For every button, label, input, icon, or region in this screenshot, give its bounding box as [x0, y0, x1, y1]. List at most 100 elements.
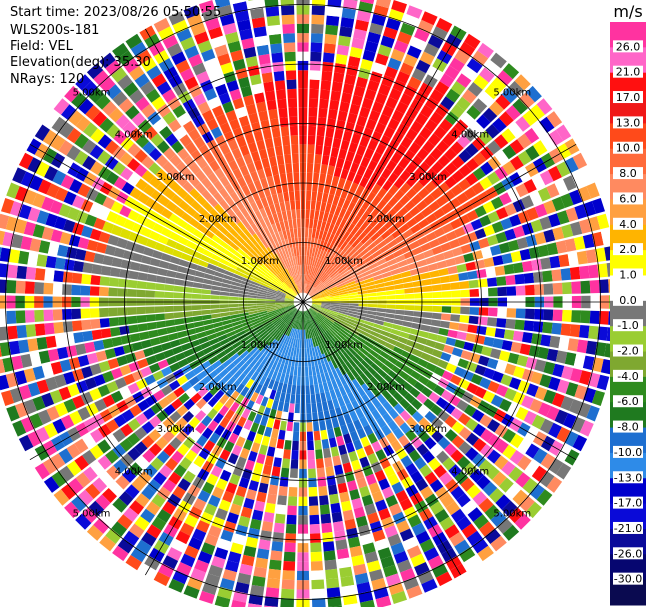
range-gate: [347, 112, 358, 124]
range-gate: [470, 218, 483, 231]
range-gate: [539, 170, 554, 186]
range-gate: [534, 203, 548, 218]
range-gate: [319, 98, 329, 109]
range-gate: [343, 257, 353, 266]
range-gate: [523, 320, 535, 332]
range-gate: [355, 76, 368, 89]
range-gate: [546, 406, 560, 421]
range-gate: [316, 220, 323, 230]
range-gate: [304, 255, 307, 265]
range-gate: [330, 304, 340, 307]
range-gate: [468, 315, 479, 325]
range-gate: [539, 418, 554, 434]
range-gate: [499, 192, 512, 206]
range-gate: [522, 110, 538, 126]
range-gate: [496, 276, 507, 286]
range-gate: [472, 167, 486, 181]
range-gate: [328, 287, 338, 293]
range-gate: [436, 260, 448, 269]
range-gate: [349, 182, 359, 193]
range-gate: [332, 273, 342, 281]
range-gate: [367, 296, 378, 300]
range-gate: [402, 381, 413, 392]
range-gate: [305, 209, 310, 219]
range-gate: [482, 107, 498, 123]
range-gate: [311, 247, 316, 257]
range-gate: [508, 80, 525, 97]
range-gate: [399, 194, 411, 206]
range-gate: [501, 340, 513, 351]
range-gate: [386, 208, 397, 219]
range-gate: [304, 274, 307, 284]
range-gate: [395, 254, 406, 263]
range-gate: [585, 340, 598, 355]
range-gate: [441, 202, 453, 215]
range-gate: [560, 193, 574, 208]
range-gate: [482, 201, 496, 214]
range-gate: [351, 215, 361, 226]
range-gate: [496, 318, 507, 328]
range-gate: [427, 263, 439, 272]
range-gate: [539, 116, 555, 133]
range-gate: [345, 317, 356, 324]
range-gate: [410, 120, 424, 134]
range-gate: [369, 349, 380, 359]
range-gate: [596, 374, 610, 391]
range-gate: [472, 98, 488, 113]
range-gate: [367, 160, 378, 172]
range-gate: [469, 240, 481, 252]
range-gate: [352, 271, 362, 278]
range-gate: [348, 308, 359, 312]
range-gate: [438, 168, 451, 181]
range-gate: [561, 224, 574, 239]
range-gate: [450, 104, 465, 118]
range-gate: [473, 74, 489, 90]
range-gate: [421, 386, 433, 398]
range-gate: [427, 133, 441, 147]
range-gate: [456, 192, 469, 205]
range-gate: [315, 229, 320, 239]
range-gate: [311, 276, 317, 286]
range-gate: [423, 345, 434, 355]
range-gate: [330, 270, 339, 278]
range-gate: [421, 278, 432, 286]
range-gate: [360, 266, 370, 274]
range-gate: [420, 352, 432, 362]
range-gate: [400, 270, 412, 278]
range-gate: [464, 404, 477, 417]
range-gate: [543, 361, 556, 375]
range-gate: [409, 240, 420, 250]
range-gate: [523, 410, 537, 425]
range-gate: [495, 231, 508, 244]
range-gate: [410, 36, 426, 51]
range-gate: [321, 230, 328, 241]
range-gate: [499, 398, 512, 412]
range-gate: [362, 127, 374, 139]
range-gate: [482, 390, 496, 403]
range-gate: [384, 234, 395, 244]
range-gate: [383, 126, 396, 139]
range-gate: [554, 179, 569, 195]
range-gate: [542, 321, 553, 334]
range-gate: [421, 206, 433, 218]
range-gate: [558, 254, 570, 267]
range-gate: [318, 286, 327, 293]
range-gate: [329, 99, 340, 111]
range-gate: [312, 299, 322, 302]
range-gate: [324, 232, 332, 242]
range-gate: [551, 196, 565, 212]
range-gate: [458, 149, 472, 163]
range-gate: [372, 62, 386, 75]
range-gate: [393, 278, 404, 285]
range-gate: [322, 262, 330, 272]
range-gate: [327, 213, 334, 224]
range-gate: [340, 139, 350, 151]
range-gate: [332, 246, 340, 256]
range-gate: [380, 35, 395, 49]
range-gate: [375, 0, 392, 9]
range-gate: [418, 265, 430, 274]
range-gate: [316, 126, 326, 137]
range-gate: [466, 231, 478, 243]
range-gate: [529, 191, 543, 206]
range-gate: [521, 368, 534, 382]
